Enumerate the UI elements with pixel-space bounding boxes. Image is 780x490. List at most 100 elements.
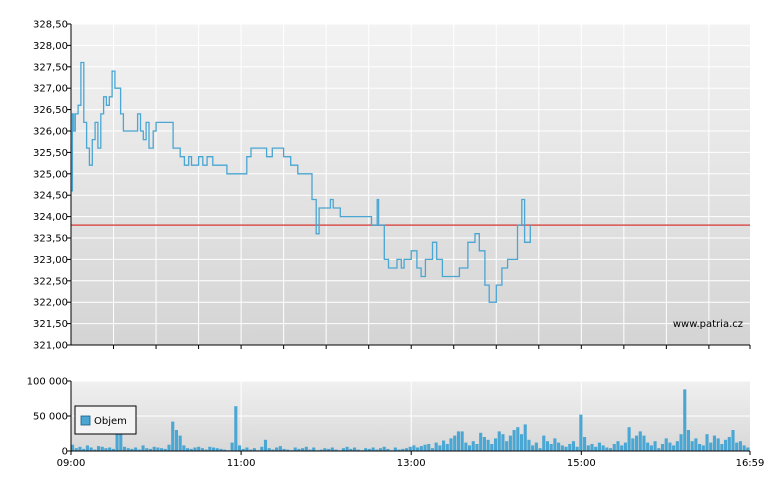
price-y-tick-label: 322,50	[33, 276, 68, 287]
volume-bar	[508, 435, 512, 451]
volume-bar	[330, 447, 334, 451]
volume-bar	[675, 441, 679, 451]
volume-bar	[171, 421, 175, 451]
volume-bar	[519, 434, 524, 451]
volume-bar	[386, 448, 390, 451]
volume-bar	[371, 447, 375, 451]
volume-bar	[534, 442, 538, 451]
volume-bar	[423, 444, 427, 451]
volume-bars	[71, 389, 750, 451]
volume-bar	[434, 442, 438, 451]
volume-bar	[564, 446, 568, 451]
volume-bar	[345, 446, 349, 451]
volume-bar	[148, 448, 153, 451]
volume-bar	[657, 448, 661, 451]
price-y-tick-label: 321,00	[33, 341, 68, 352]
volume-bar	[490, 444, 494, 451]
volume-bar	[738, 441, 742, 451]
price-y-tick-label: 327,50	[33, 62, 68, 73]
volume-bar	[557, 442, 561, 451]
volume-bar	[735, 442, 739, 451]
volume-bar	[712, 435, 717, 451]
volume-x-ticks: 09:00 11:00 13:00 15:00 16:59	[57, 451, 765, 469]
volume-bar	[664, 438, 668, 451]
volume-panel: 0 50 000 100 000 09:00 11:00 13:00 15:00 16:59…	[27, 377, 765, 470]
volume-bar	[442, 440, 446, 451]
volume-bar	[642, 435, 646, 451]
volume-bar	[275, 447, 279, 451]
volume-bar	[538, 448, 542, 451]
x-tick-label: 09:00	[57, 458, 86, 469]
volume-bar	[583, 437, 587, 451]
volume-bar	[163, 448, 167, 451]
volume-bar	[560, 445, 564, 451]
volume-bar	[189, 448, 193, 451]
volume-bar	[590, 444, 594, 451]
volume-bar	[586, 445, 590, 451]
volume-bar	[111, 448, 115, 451]
volume-bar	[160, 448, 164, 451]
volume-bar	[505, 441, 509, 451]
volume-bar	[267, 448, 271, 451]
volume-bar	[430, 448, 435, 451]
price-plot-background	[71, 24, 750, 345]
volume-bar	[456, 431, 460, 451]
price-x-ticks	[113, 345, 751, 349]
volume-bar	[690, 441, 694, 451]
volume-bar	[464, 442, 468, 451]
volume-bar	[174, 430, 178, 451]
volume-bar	[293, 447, 297, 451]
volume-bar	[364, 448, 368, 451]
volume-bar	[334, 449, 338, 451]
volume-bar	[215, 448, 219, 451]
volume-bar	[468, 445, 472, 451]
volume-bar	[597, 442, 601, 451]
volume-bar	[553, 438, 557, 451]
volume-bar	[438, 445, 442, 451]
volume-bar	[701, 445, 705, 451]
volume-bar	[646, 442, 650, 451]
volume-bar	[397, 449, 401, 451]
price-y-tick-label: 323,00	[33, 255, 68, 266]
price-y-tick-label: 325,00	[33, 169, 68, 180]
legend-label: Objem	[94, 416, 127, 427]
volume-bar	[308, 449, 312, 451]
volume-bar	[709, 442, 713, 451]
volume-y-tick-label: 100 000	[27, 377, 68, 388]
volume-bar	[375, 449, 379, 451]
price-y-tick-label: 325,50	[33, 148, 68, 159]
price-y-tick-label: 321,50	[33, 319, 68, 330]
price-panel: 321,00 321,50 322,00 322,50 323,00 323,50 324,…	[33, 20, 751, 352]
volume-bar	[104, 448, 108, 451]
volume-bar	[672, 445, 676, 451]
volume-bar	[698, 444, 702, 451]
volume-bar	[453, 435, 457, 451]
watermark: www.patria.cz	[673, 319, 743, 330]
volume-bar	[278, 446, 282, 451]
volume-bar	[416, 447, 420, 451]
volume-bar	[260, 446, 264, 451]
volume-bar	[649, 445, 653, 451]
volume-bar	[178, 435, 182, 451]
volume-bar	[137, 449, 141, 451]
volume-bar	[71, 444, 75, 451]
volume-bar	[612, 444, 616, 451]
volume-bar	[501, 434, 505, 451]
volume-bar	[122, 446, 127, 451]
volume-bar	[471, 441, 475, 451]
volume-bar	[716, 438, 720, 451]
volume-bar	[182, 445, 186, 451]
volume-bar	[263, 439, 268, 451]
price-y-tick-label: 323,50	[33, 234, 68, 245]
volume-bar	[668, 442, 672, 451]
volume-bar	[616, 441, 620, 451]
volume-bar	[200, 448, 204, 451]
volume-bar	[352, 447, 357, 451]
x-tick-label: 16:59	[736, 458, 765, 469]
volume-bar	[575, 446, 579, 451]
volume-bar	[89, 447, 93, 451]
volume-bar	[497, 431, 501, 451]
volume-bar	[378, 448, 383, 451]
volume-bar	[727, 437, 731, 451]
